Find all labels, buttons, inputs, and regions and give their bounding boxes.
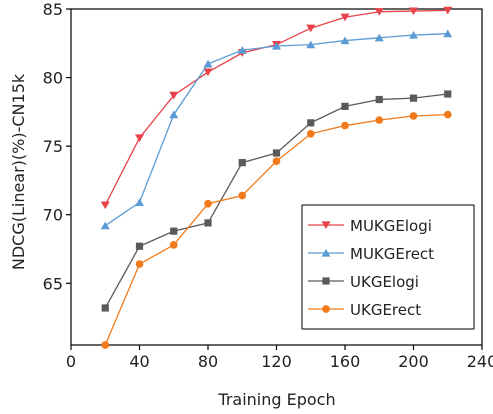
data-point (443, 110, 452, 119)
series-MUKGElogi (100, 6, 453, 210)
legend-label: MUKGErect (350, 245, 434, 263)
x-tick-label: 120 (261, 352, 292, 371)
x-tick-label: 240 (467, 352, 493, 371)
data-point (272, 157, 281, 166)
data-point (204, 219, 212, 227)
legend-marker (321, 248, 331, 257)
series-UKGErect (101, 110, 452, 349)
data-point (340, 13, 350, 22)
data-point (169, 241, 178, 249)
data-point (306, 40, 316, 49)
data-point (169, 91, 179, 100)
x-tick-label: 80 (198, 352, 218, 371)
data-point (101, 304, 109, 312)
x-tick-label: 40 (129, 352, 149, 371)
data-point (409, 31, 418, 39)
y-axis-title: NDCG(Linear)(%)-CN15k (9, 73, 28, 270)
data-point (375, 95, 383, 104)
data-point (374, 8, 384, 16)
data-point (341, 102, 349, 110)
axes: 0 40 80 120 160 200 240 65 70 75 80 85 (43, 0, 493, 371)
data-point (340, 36, 350, 45)
data-point (101, 341, 110, 349)
data-point (272, 149, 281, 157)
data-point (170, 227, 178, 235)
data-point (409, 7, 418, 16)
data-point (341, 121, 349, 130)
x-axis-title: Training Epoch (217, 390, 335, 409)
data-point (272, 41, 281, 50)
data-point (238, 159, 246, 167)
series-line (104, 33, 448, 227)
data-point (374, 33, 384, 42)
series-line (104, 9, 448, 206)
data-point (443, 6, 453, 15)
data-point (169, 110, 179, 119)
legend-marker (322, 277, 330, 285)
legend-marker (322, 305, 330, 313)
legend-label: UKGElogi (350, 273, 419, 291)
x-tick-label: 160 (330, 352, 361, 371)
y-tick-label: 80 (43, 69, 63, 88)
y-tick-label: 70 (43, 206, 63, 225)
series-UKGElogi (101, 90, 452, 312)
data-point (306, 129, 315, 138)
x-tick-label: 200 (398, 352, 429, 371)
y-tick-label: 85 (43, 0, 63, 19)
data-point (443, 29, 453, 38)
data-point (100, 201, 110, 210)
legend-marker (321, 221, 331, 230)
data-point (135, 198, 144, 206)
data-point (237, 46, 247, 54)
data-point (375, 116, 384, 124)
data-point (444, 90, 452, 98)
data-point (409, 112, 418, 120)
legend: MUKGElogi MUKGErect UKGElogi UKGErect (301, 204, 475, 330)
legend-label: UKGErect (350, 301, 421, 319)
data-point (203, 68, 213, 77)
data-point (135, 260, 144, 268)
data-point (307, 119, 315, 127)
data-point (306, 24, 316, 33)
x-tick-label: 0 (66, 352, 76, 371)
series-MUKGErect (100, 29, 453, 230)
data-point (204, 199, 212, 208)
legend-label: MUKGElogi (350, 217, 432, 235)
data-point (203, 59, 213, 68)
data-point (135, 134, 144, 142)
data-point (238, 191, 247, 200)
data-point (100, 221, 110, 230)
legend-box (301, 204, 475, 330)
y-tick-label: 75 (43, 137, 63, 156)
y-tick-label: 65 (43, 274, 63, 293)
data-point (409, 94, 418, 102)
series-layer (100, 6, 453, 349)
data-point (135, 242, 144, 250)
